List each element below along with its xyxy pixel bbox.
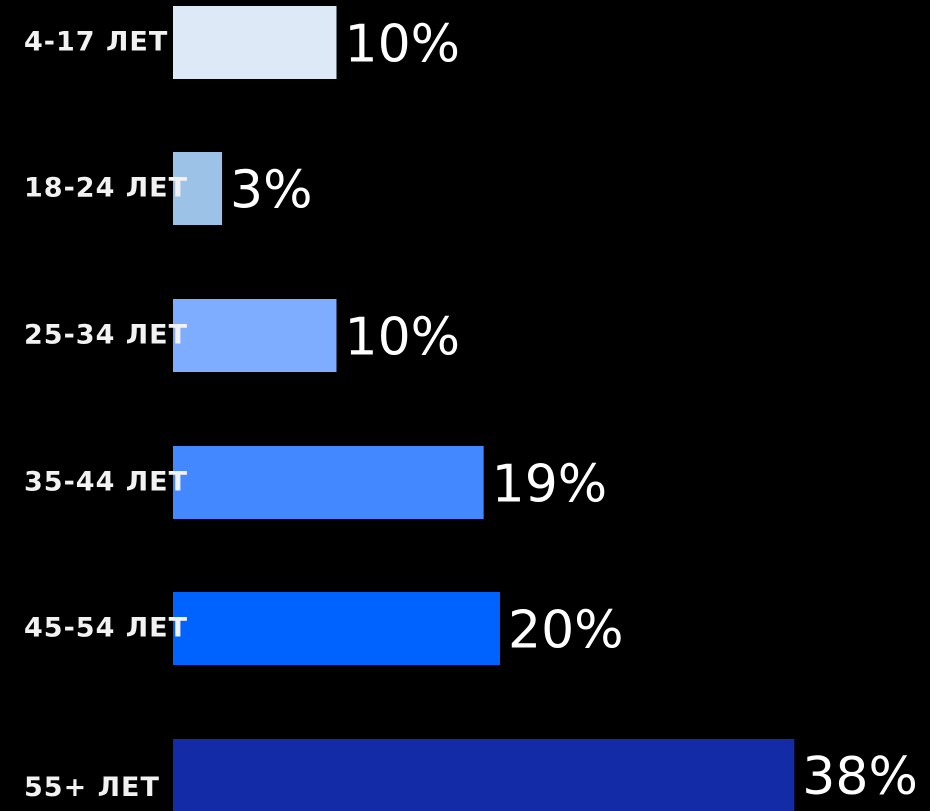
value-label-1: 10% xyxy=(345,15,461,75)
category-label-3: 25-34 ЛЕТ xyxy=(24,320,188,351)
category-label-5: 45-54 ЛЕТ xyxy=(24,613,188,644)
bar-1 xyxy=(173,6,337,79)
bar-2 xyxy=(173,152,223,225)
category-label-2: 18-24 ЛЕТ xyxy=(24,173,188,204)
bar-4 xyxy=(173,446,484,519)
value-label-5: 20% xyxy=(508,601,624,661)
labels-layer: 4-17 ЛЕТ 10% 18-24 ЛЕТ 3% 25-34 ЛЕТ 10% 35-44 … xyxy=(24,15,918,808)
value-label-6: 38% xyxy=(802,747,918,807)
value-label-4: 19% xyxy=(492,455,608,515)
category-label-6: 55+ ЛЕТ xyxy=(24,772,160,803)
bar-3 xyxy=(173,299,337,372)
value-label-3: 10% xyxy=(345,308,461,368)
value-label-2: 3% xyxy=(230,161,312,221)
bar-6 xyxy=(173,739,795,811)
category-label-1: 4-17 ЛЕТ xyxy=(24,27,168,58)
bars-layer xyxy=(173,6,795,811)
category-label-4: 35-44 ЛЕТ xyxy=(24,467,188,498)
bar-5 xyxy=(173,592,500,665)
